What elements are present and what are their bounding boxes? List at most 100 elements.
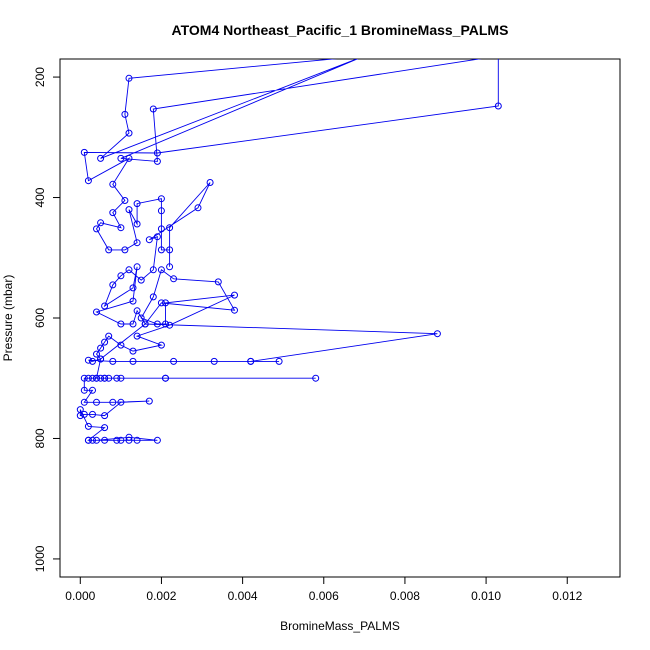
data-point — [166, 224, 174, 232]
data-point — [129, 320, 137, 328]
data-point — [117, 398, 125, 406]
data-point — [105, 374, 113, 382]
data-point — [101, 412, 109, 420]
data-point — [89, 374, 96, 382]
data-point — [117, 154, 125, 162]
plot-area — [76, 59, 502, 444]
data-point — [170, 275, 178, 283]
data-point — [93, 436, 100, 444]
y-tick-label: 200 — [33, 67, 47, 87]
data-point — [109, 357, 117, 365]
data-point — [137, 314, 145, 322]
data-point — [121, 246, 129, 254]
data-point — [129, 284, 137, 292]
chart-title: ATOM4 Northeast_Pacific_1 BromineMass_PA… — [172, 22, 509, 38]
data-point — [80, 374, 88, 382]
data-point — [121, 197, 129, 204]
data-point — [97, 344, 105, 352]
data-point — [133, 307, 141, 315]
data-point — [125, 129, 133, 137]
data-point — [149, 293, 157, 301]
data-point — [433, 330, 441, 338]
data-point — [133, 263, 141, 271]
data-point — [166, 321, 174, 329]
data-point — [133, 436, 141, 444]
y-tick-label: 400 — [33, 187, 47, 207]
data-point — [231, 291, 238, 299]
data-point — [125, 266, 133, 274]
data-point — [157, 341, 165, 349]
data-point — [89, 410, 96, 418]
x-tick-label: 0.002 — [146, 589, 176, 603]
x-tick-label: 0.000 — [65, 589, 95, 603]
data-point — [84, 436, 92, 444]
data-point — [157, 195, 165, 203]
data-point — [157, 207, 165, 215]
data-point — [80, 148, 88, 156]
data-point — [166, 246, 174, 254]
data-point — [97, 355, 105, 363]
data-point — [157, 299, 165, 307]
x-tick-label: 0.006 — [309, 589, 339, 603]
data-point — [93, 398, 100, 406]
data-point — [157, 266, 165, 274]
data-point — [133, 239, 141, 247]
data-point — [93, 308, 100, 316]
data-point — [129, 347, 137, 355]
y-tick-label: 600 — [33, 308, 47, 328]
data-point — [109, 209, 117, 217]
data-point — [149, 266, 157, 274]
data-point — [210, 357, 218, 365]
data-point — [157, 225, 165, 233]
data-point — [153, 157, 161, 165]
data-point — [129, 297, 137, 305]
x-tick-label: 0.010 — [471, 589, 501, 603]
data-point — [162, 299, 169, 307]
data-point — [101, 338, 109, 346]
data-point — [117, 224, 125, 232]
data-point — [166, 263, 174, 271]
data-point — [80, 410, 88, 418]
data-point — [145, 397, 153, 405]
data-point — [170, 357, 178, 365]
data-point — [101, 436, 109, 444]
data-point — [125, 154, 133, 162]
data-point — [214, 278, 222, 286]
data-point — [101, 424, 109, 432]
x-axis-label: BromineMass_PALMS — [280, 619, 400, 633]
data-point — [97, 374, 105, 382]
x-axis: 0.000 0.002 0.004 0.006 0.008 0.010 0.012 — [65, 576, 583, 603]
data-point — [93, 225, 100, 233]
data-point — [149, 105, 157, 113]
data-point — [129, 357, 137, 365]
data-point — [494, 102, 502, 110]
data-point — [76, 406, 84, 414]
data-point — [231, 306, 238, 314]
data-point — [93, 350, 100, 358]
data-point — [101, 374, 109, 382]
y-tick-label: 800 — [33, 428, 47, 448]
data-point — [133, 220, 141, 228]
data-point — [109, 180, 117, 188]
data-point — [206, 179, 214, 186]
data-point — [162, 374, 169, 382]
data-point — [153, 233, 161, 241]
data-point — [101, 302, 109, 310]
data-point — [89, 436, 96, 444]
y-axis: 200 400 600 800 1000 — [33, 67, 61, 572]
data-point — [125, 74, 133, 82]
data-point — [121, 110, 129, 118]
data-point — [137, 276, 145, 284]
data-point — [247, 357, 255, 365]
data-point — [84, 422, 92, 430]
data-point — [141, 320, 149, 328]
data-point — [153, 436, 161, 444]
data-point — [89, 357, 96, 365]
data-point — [109, 281, 117, 289]
data-point — [109, 398, 117, 406]
x-tick-label: 0.008 — [390, 589, 420, 603]
data-point — [194, 204, 202, 212]
data-point — [97, 154, 105, 162]
x-tick-label: 0.012 — [552, 589, 582, 603]
